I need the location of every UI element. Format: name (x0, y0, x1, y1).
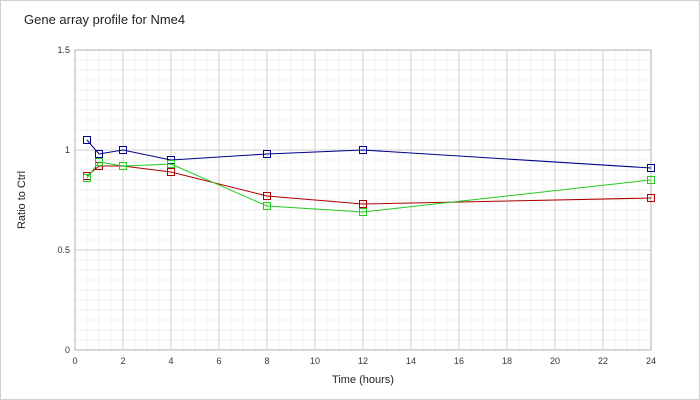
y-tick-label: 1.5 (57, 45, 70, 55)
data-point (647, 176, 655, 184)
series-line (86, 165, 652, 205)
x-tick-label: 4 (168, 356, 173, 366)
data-point (119, 162, 127, 170)
data-point (647, 194, 655, 202)
x-tick-label: 22 (598, 356, 608, 366)
x-tick-label: 16 (454, 356, 464, 366)
data-point (263, 202, 271, 210)
series-line (86, 161, 652, 213)
data-point (263, 192, 271, 200)
data-point (359, 208, 367, 216)
data-point (95, 158, 103, 166)
x-tick-label: 6 (216, 356, 221, 366)
x-tick-label: 24 (646, 356, 656, 366)
x-tick-label: 8 (264, 356, 269, 366)
x-axis-label: Time (hours) (332, 374, 394, 386)
data-point (359, 146, 367, 154)
x-tick-label: 2 (120, 356, 125, 366)
data-point (167, 168, 175, 176)
x-tick-label: 14 (406, 356, 416, 366)
data-point (263, 150, 271, 158)
data-point (83, 174, 91, 182)
y-axis-label: Ratio to Ctrl (16, 171, 28, 229)
data-point (119, 146, 127, 154)
plot-area-border (74, 49, 652, 351)
y-tick-labels: 0 0.5 1 1.5 (57, 45, 70, 355)
series-layer (83, 136, 655, 216)
x-tick-label: 18 (502, 356, 512, 366)
data-point (83, 136, 91, 144)
series-3 (83, 158, 655, 216)
x-tick-labels: 0 2 4 6 8 10 12 14 16 18 20 22 24 (72, 356, 656, 366)
data-point (95, 150, 103, 158)
y-tick-label: 1 (65, 145, 70, 155)
y-tick-label: 0.5 (57, 245, 70, 255)
data-point (647, 164, 655, 172)
series-2 (83, 162, 655, 208)
chart-title: Gene array profile for Nme4 (24, 12, 186, 27)
x-tick-label: 0 (72, 356, 77, 366)
x-tick-label: 10 (310, 356, 320, 366)
data-point (359, 200, 367, 208)
x-tick-label: 20 (550, 356, 560, 366)
y-tick-label: 0 (65, 345, 70, 355)
series-1 (83, 136, 655, 172)
data-point (167, 160, 175, 168)
x-tick-label: 12 (358, 356, 368, 366)
